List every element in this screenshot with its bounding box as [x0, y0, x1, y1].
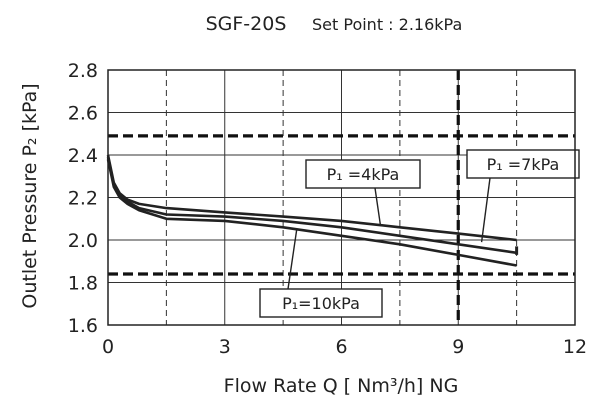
callout-box: [305, 159, 421, 189]
grid: [107, 69, 576, 326]
y-tick-label: 1.8: [68, 273, 98, 295]
x-tick-labels: 0 3 6 9 12: [102, 336, 587, 358]
callout-leader: [287, 229, 298, 290]
y-tick-labels: 1.6 1.8 2.0 2.2 2.4 2.6 2.8: [68, 60, 98, 337]
limit-lines: [108, 70, 575, 325]
chart-subtitle: Set Point : 2.16kPa: [312, 15, 462, 34]
callouts: P₁ =4kPa P₁ =7kPa P₁=10kPa: [259, 149, 580, 318]
x-tick-label: 9: [452, 336, 464, 358]
y-tick-label: 2.8: [68, 60, 98, 82]
y-tick-label: 2.0: [68, 230, 98, 252]
x-axis-label: Flow Rate Q [ Nm³/h] NG: [224, 375, 459, 397]
chart-title: SGF-20S: [206, 13, 287, 35]
y-tick-label: 2.6: [68, 103, 98, 125]
series-lines: [106, 154, 517, 267]
callout-box: [466, 149, 580, 179]
y-tick-label: 2.2: [68, 188, 98, 210]
callout-box: [259, 288, 383, 318]
callout-leader: [374, 187, 382, 226]
y-axis-label: Outlet Pressure P₂ [kPa]: [19, 83, 41, 308]
x-tick-label: 12: [563, 336, 587, 358]
callout-label: P₁ =4kPa: [327, 165, 400, 184]
x-tick-label: 0: [102, 336, 114, 358]
y-tick-label: 2.4: [68, 145, 98, 167]
callout-leader: [480, 177, 491, 243]
y-tick-label: 1.6: [68, 315, 98, 337]
callout-label: P₁=10kPa: [282, 294, 360, 313]
x-tick-label: 3: [219, 336, 231, 358]
plot-frame: [107, 69, 576, 326]
x-tick-label: 6: [335, 336, 347, 358]
callout-label: P₁ =7kPa: [487, 155, 560, 174]
series-line-3: [106, 159, 517, 267]
